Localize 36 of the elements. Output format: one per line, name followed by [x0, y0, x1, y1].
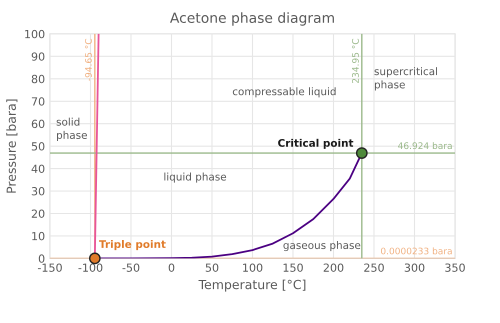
annotation: Critical point — [278, 138, 354, 149]
x-tick-label: 350 — [445, 263, 465, 272]
chart-title: Acetone phase diagram — [170, 12, 334, 26]
ref-line-label: -94.65 °C — [85, 38, 92, 81]
annotation: Triple point — [99, 240, 166, 250]
y-tick-label: 70 — [32, 97, 44, 106]
x-tick-label: -150 — [38, 263, 62, 272]
annotation: compressable liquid — [232, 87, 336, 98]
y-tick-label: 0 — [38, 254, 44, 263]
y-tick-label: 10 — [32, 232, 44, 240]
x-tick-label: 100 — [243, 263, 262, 272]
x-tick-label: -50 — [122, 263, 140, 272]
annotation: solid phase — [56, 118, 87, 141]
y-tick-label: 40 — [32, 164, 44, 173]
x-tick-label: 300 — [404, 263, 424, 272]
annotation: supercritical phase — [374, 67, 438, 90]
y-tick-label: 80 — [32, 74, 44, 84]
annotation: liquid phase — [164, 172, 226, 183]
ref-line-label: 234.95 °C — [352, 38, 359, 84]
y-tick-label: 20 — [32, 209, 44, 218]
ref-line-label: 0.0000233 bara — [380, 247, 452, 254]
annotation: gaseous phase — [283, 241, 360, 252]
y-tick-label: 50 — [32, 142, 44, 151]
x-axis-title: Temperature [°C] — [198, 280, 306, 292]
x-tick-label: 250 — [364, 263, 384, 272]
y-tick-label: 90 — [32, 52, 44, 61]
x-tick-label: 50 — [206, 263, 218, 272]
ref-line-label: 46.924 bara — [398, 142, 452, 150]
x-tick-label: -100 — [78, 263, 102, 272]
x-tick-label: 0 — [168, 263, 174, 272]
y-tick-label: 60 — [32, 120, 44, 128]
y-tick-label: 100 — [25, 30, 44, 38]
x-tick-label: 150 — [284, 263, 303, 272]
x-tick-label: 200 — [324, 263, 344, 272]
y-axis-title: Pressure [bara] — [6, 99, 18, 193]
y-tick-label: 30 — [32, 187, 44, 196]
